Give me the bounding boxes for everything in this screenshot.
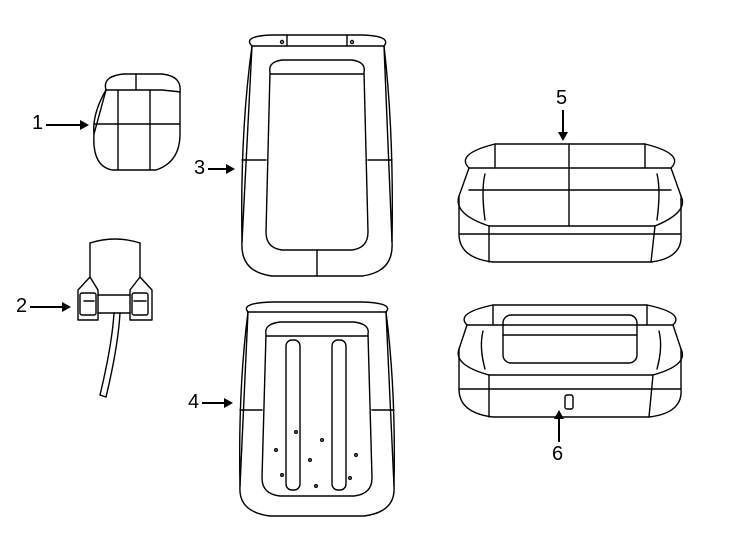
callout-label-1: 1	[32, 113, 43, 133]
part-seat-back-foam	[232, 300, 402, 520]
part-seat-back-cover	[232, 32, 402, 282]
callout-label-5: 5	[556, 88, 567, 108]
part-seat-cushion-cover	[445, 130, 695, 270]
callout-label-4: 4	[188, 392, 199, 412]
exploded-diagram: 1 2 3 4 5 6	[0, 0, 734, 540]
part-headrest-frame	[70, 235, 165, 405]
callout-label-6: 6	[552, 444, 563, 464]
part-headrest-cover	[88, 70, 188, 180]
callout-label-3: 3	[194, 158, 205, 178]
callout-label-2: 2	[16, 296, 27, 316]
part-seat-cushion-foam	[445, 295, 695, 425]
